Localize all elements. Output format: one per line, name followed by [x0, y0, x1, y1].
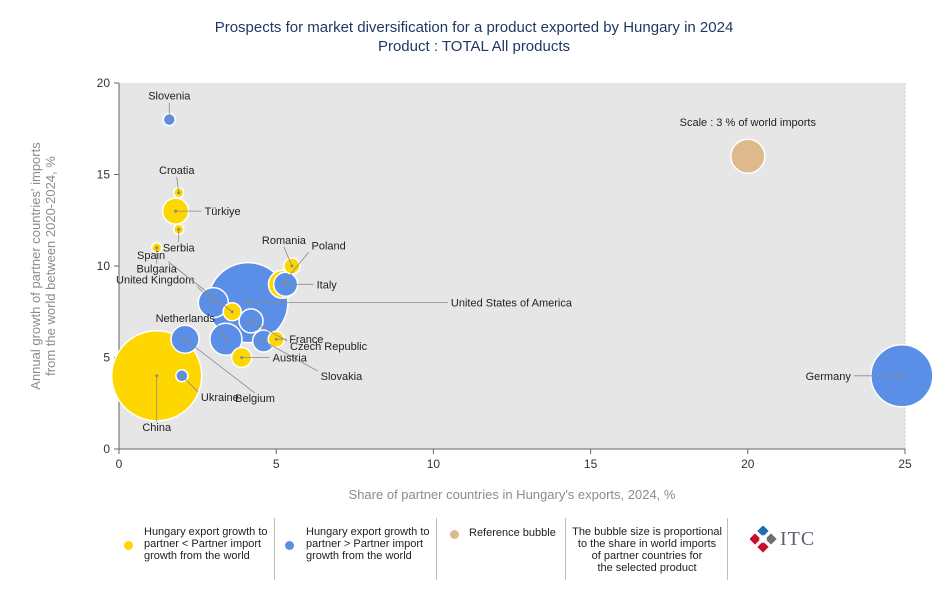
legend-text-size-note-3: of partner countries for — [591, 550, 703, 562]
leader-line — [263, 340, 318, 372]
leader-line — [181, 375, 199, 393]
point-label-united-states-of-america: United States of America — [451, 298, 573, 310]
legend-divider — [436, 518, 437, 580]
itc-logo-text: ITC — [780, 528, 816, 550]
x-axis-title: Share of partner countries in Hungary's … — [349, 487, 676, 502]
chart-title: Prospects for market diversification for… — [215, 19, 734, 36]
legend-text-size-note-4: the selected product — [597, 562, 697, 574]
legend-swatch-yellow — [124, 541, 133, 550]
reference-bubble — [730, 138, 766, 174]
legend-item-size-note: The bubble size is proportional to the s… — [566, 518, 726, 580]
x-tick-label: 25 — [898, 457, 912, 471]
legend-text-yellow: Hungary export growth to partner < Partn… — [144, 526, 268, 562]
itc-logo: ITC — [749, 525, 830, 556]
point-label-spain: Spain — [137, 250, 165, 262]
point-label-bulgaria: Bulgaria — [137, 264, 178, 276]
point-label-italy: Italy — [317, 279, 338, 291]
legend-text-reference: Reference bubble — [469, 527, 556, 539]
leader-line — [282, 252, 309, 285]
x-tick-label: 5 — [273, 457, 280, 471]
legend-text-blue-2: partner > Partner import — [306, 538, 424, 550]
y-tick-label: 20 — [97, 76, 111, 90]
legend-text-blue-3: growth from the world — [306, 550, 412, 562]
y-axis-title: Annual growth of partner countries' impo… — [28, 142, 58, 390]
leader-line — [176, 176, 180, 193]
y-tick-label: 10 — [97, 259, 111, 273]
legend-swatch-blue — [285, 541, 294, 550]
x-tick-label: 10 — [427, 457, 441, 471]
legend-text-yellow-1: Hungary export growth to — [144, 526, 268, 538]
legend-text-yellow-3: growth from the world — [144, 550, 250, 562]
point-labels: China United States of America Germany Unit… — [116, 91, 902, 434]
legend-text-blue-1: Hungary export growth to — [306, 526, 430, 538]
x-tick-label: 0 — [116, 457, 123, 471]
legend-text-blue: Hungary export growth to partner > Partn… — [306, 526, 430, 562]
leader-line — [167, 261, 233, 313]
point-label-poland: Poland — [311, 240, 345, 252]
point-label-united-kingdom: United Kingdom — [116, 275, 194, 287]
point-label-romania: Romania — [262, 235, 307, 247]
point-label-slovenia: Slovenia — [148, 91, 191, 103]
chart-subtitle: Product : TOTAL All products — [378, 38, 570, 55]
y-axis-title-line2: from the world between 2020-2024, % — [43, 156, 58, 376]
point-label-croatia: Croatia — [159, 165, 195, 177]
leader-line — [283, 246, 293, 267]
y-tick-label: 15 — [97, 168, 111, 182]
legend-divider — [274, 518, 275, 580]
leader-line — [184, 338, 256, 394]
legend-item-blue: Hungary export growth to partner > Partn… — [275, 518, 436, 580]
point-label-t-rkiye: Türkiye — [205, 206, 241, 218]
itc-logo-mark-icon — [749, 525, 777, 553]
legend: Hungary export growth to partner < Partn… — [110, 518, 830, 580]
point-label-netherlands: Netherlands — [156, 313, 216, 325]
point-label-slovakia: Slovakia — [321, 371, 363, 383]
x-tick-label: 20 — [741, 457, 755, 471]
reference-bubble-label: Scale : 3 % of world imports — [680, 117, 817, 129]
point-label-germany: Germany — [806, 371, 852, 383]
legend-text-size-note-2: to the share in world imports — [577, 538, 717, 550]
legend-text-size-note: The bubble size is proportional to the s… — [570, 526, 724, 574]
legend-text-size-note-1: The bubble size is proportional — [572, 526, 722, 538]
y-tick-label: 5 — [103, 351, 110, 365]
point-label-serbia: Serbia — [163, 242, 196, 254]
point-label-belgium: Belgium — [235, 393, 275, 405]
bubbles — [110, 112, 934, 422]
point-label-china: China — [142, 422, 172, 434]
point-label-austria: Austria — [273, 353, 308, 365]
point-label-france: France — [289, 334, 323, 346]
point-label-czech-republic: Czech Republic — [290, 341, 368, 353]
point-label-ukraine: Ukraine — [201, 392, 239, 404]
legend-divider — [565, 518, 566, 580]
leader-line — [197, 286, 214, 303]
y-tick-label: 0 — [103, 442, 110, 456]
y-axis-title-line1: Annual growth of partner countries' impo… — [28, 142, 43, 390]
legend-item-reference: Reference bubble — [437, 518, 565, 580]
legend-text-yellow-2: partner < Partner import — [144, 538, 262, 550]
legend-divider — [727, 518, 728, 580]
x-tick-label: 15 — [584, 457, 598, 471]
leader-line — [217, 325, 227, 340]
legend-swatch-reference — [450, 530, 459, 539]
leader-line — [250, 320, 288, 342]
legend-item-yellow: Hungary export growth to partner < Partn… — [110, 518, 273, 580]
